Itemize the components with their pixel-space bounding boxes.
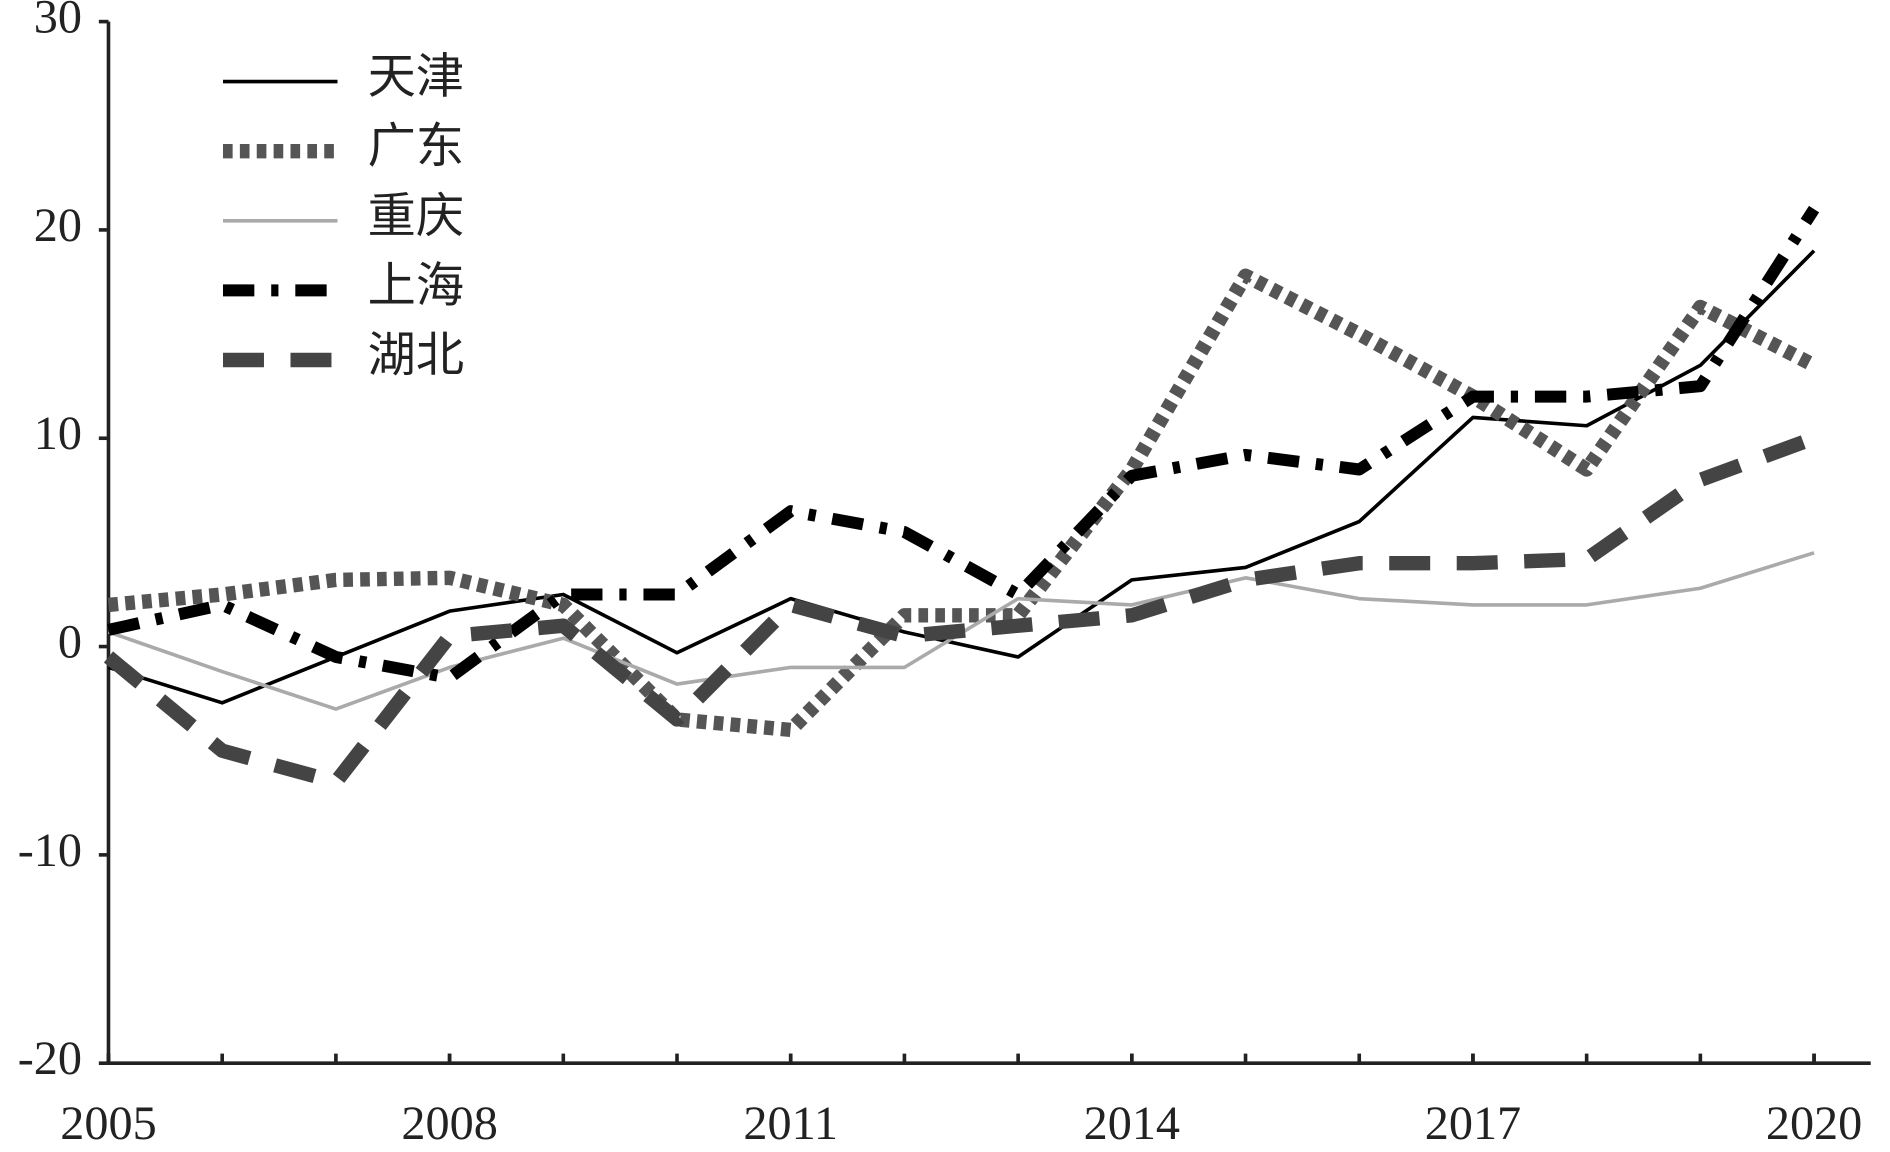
y-tick-label: -10 (18, 824, 82, 877)
series-line (103, 431, 1817, 790)
y-tick-label: 20 (34, 199, 82, 252)
legend-label: 天津 (368, 51, 464, 104)
legend-label: 广东 (368, 120, 464, 173)
x-tick-label: 2017 (1425, 1097, 1521, 1150)
x-tick-label: 2020 (1766, 1097, 1862, 1150)
y-tick-label: 0 (58, 616, 82, 669)
x-tick-label: 2011 (743, 1097, 838, 1150)
y-tick-label: 30 (34, 0, 82, 44)
x-tick-label: 2014 (1084, 1097, 1180, 1150)
legend-label: 重庆 (368, 190, 464, 243)
x-tick-label: 2005 (60, 1097, 156, 1150)
y-tick-label: -20 (18, 1032, 82, 1085)
legend-label: 湖北 (368, 329, 464, 382)
y-tick-label: 10 (34, 407, 82, 460)
legend-label: 上海 (368, 260, 464, 313)
series-line (107, 205, 1820, 684)
series-line (107, 249, 1816, 705)
series-line (107, 268, 1818, 738)
x-tick-label: 2008 (401, 1097, 497, 1150)
